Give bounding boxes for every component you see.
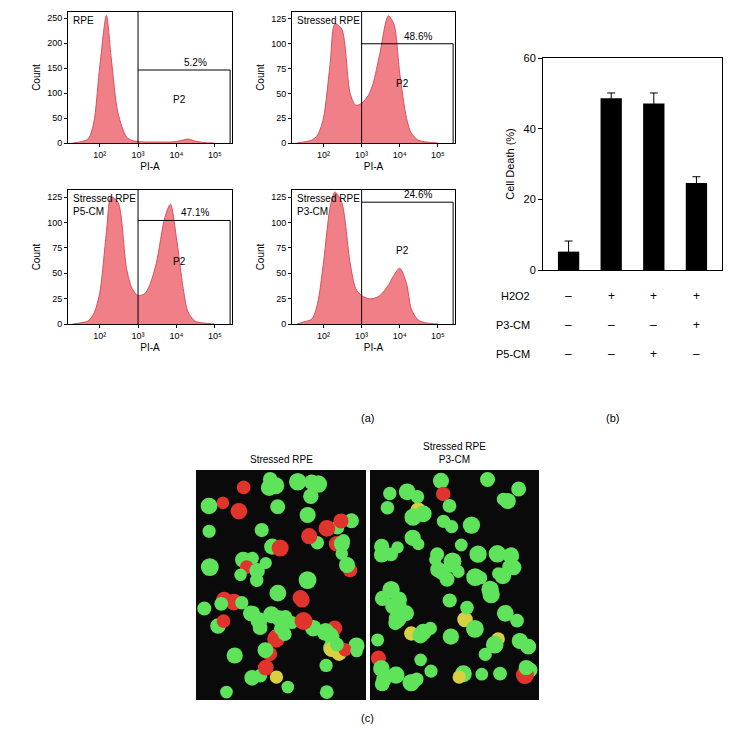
svg-text:–: – <box>650 318 657 332</box>
svg-text:10²: 10² <box>317 150 330 160</box>
svg-text:0: 0 <box>57 138 62 148</box>
svg-text:10²: 10² <box>317 331 330 341</box>
svg-text:25: 25 <box>276 294 286 304</box>
svg-text:Count: Count <box>255 243 266 270</box>
svg-text:0: 0 <box>281 319 286 329</box>
svg-text:P3-CM: P3-CM <box>496 319 530 331</box>
svg-text:H2O2: H2O2 <box>501 290 530 302</box>
svg-text:(b): (b) <box>606 412 619 424</box>
svg-text:(c): (c) <box>361 712 374 724</box>
svg-text:0: 0 <box>57 319 62 329</box>
svg-text:–: – <box>608 318 615 332</box>
svg-text:PI-A: PI-A <box>140 161 160 172</box>
svg-text:100: 100 <box>271 39 286 49</box>
svg-text:+: + <box>693 289 700 303</box>
svg-text:47.1%: 47.1% <box>181 207 209 218</box>
svg-text:0: 0 <box>281 138 286 148</box>
svg-text:+: + <box>693 318 700 332</box>
svg-text:Stressed RPEP3-CM: Stressed RPEP3-CM <box>423 441 486 465</box>
svg-text:P2: P2 <box>173 256 186 267</box>
svg-text:25: 25 <box>276 113 286 123</box>
svg-text:10⁵: 10⁵ <box>431 331 445 341</box>
svg-text:60: 60 <box>524 52 536 64</box>
svg-text:50: 50 <box>276 89 286 99</box>
svg-text:Stressed RPEP5-CM: Stressed RPEP5-CM <box>73 193 136 217</box>
svg-text:10³: 10³ <box>132 331 145 341</box>
svg-text:Stressed RPE: Stressed RPE <box>297 15 360 26</box>
svg-text:50: 50 <box>52 113 62 123</box>
svg-text:10²: 10² <box>93 331 106 341</box>
svg-text:PI-A: PI-A <box>140 342 160 353</box>
svg-text:50: 50 <box>276 268 286 278</box>
svg-text:250: 250 <box>47 13 62 23</box>
svg-text:–: – <box>693 347 700 361</box>
svg-text:200: 200 <box>47 38 62 48</box>
svg-text:0: 0 <box>530 264 536 276</box>
svg-text:10⁵: 10⁵ <box>208 150 222 160</box>
svg-text:Cell Death (%): Cell Death (%) <box>504 128 516 200</box>
svg-text:125: 125 <box>271 14 286 24</box>
svg-text:125: 125 <box>47 192 62 202</box>
svg-text:75: 75 <box>52 243 62 253</box>
svg-text:10³: 10³ <box>355 331 368 341</box>
svg-text:10⁵: 10⁵ <box>431 150 445 160</box>
svg-text:10²: 10² <box>93 150 106 160</box>
svg-text:75: 75 <box>276 243 286 253</box>
svg-text:24.6%: 24.6% <box>404 189 432 200</box>
svg-text:40: 40 <box>524 123 536 135</box>
svg-text:–: – <box>565 318 572 332</box>
svg-text:RPE: RPE <box>73 15 94 26</box>
svg-text:PI-A: PI-A <box>364 342 384 353</box>
svg-text:75: 75 <box>276 64 286 74</box>
svg-text:100: 100 <box>271 218 286 228</box>
svg-text:10⁴: 10⁴ <box>169 331 183 341</box>
svg-text:P2: P2 <box>396 78 409 89</box>
svg-text:–: – <box>608 347 615 361</box>
svg-text:10⁴: 10⁴ <box>393 150 407 160</box>
svg-text:100: 100 <box>47 88 62 98</box>
svg-text:+: + <box>608 289 615 303</box>
svg-text:48.6%: 48.6% <box>404 31 432 42</box>
svg-text:Stressed RPE: Stressed RPE <box>250 454 313 465</box>
svg-text:10⁴: 10⁴ <box>169 150 183 160</box>
svg-text:5.2%: 5.2% <box>184 57 207 68</box>
svg-text:+: + <box>650 289 657 303</box>
svg-text:20: 20 <box>524 193 536 205</box>
svg-text:10⁴: 10⁴ <box>393 331 407 341</box>
svg-text:50: 50 <box>52 268 62 278</box>
svg-text:P5-CM: P5-CM <box>496 348 530 360</box>
svg-text:PI-A: PI-A <box>364 161 384 172</box>
svg-text:25: 25 <box>52 294 62 304</box>
svg-text:–: – <box>565 347 572 361</box>
svg-text:150: 150 <box>47 63 62 73</box>
svg-text:Stressed RPEP3-CM: Stressed RPEP3-CM <box>297 193 360 217</box>
svg-text:10⁵: 10⁵ <box>208 331 222 341</box>
svg-text:125: 125 <box>271 192 286 202</box>
svg-text:Count: Count <box>31 64 42 91</box>
svg-text:(a): (a) <box>361 412 374 424</box>
svg-text:P2: P2 <box>173 94 186 105</box>
svg-text:10³: 10³ <box>355 150 368 160</box>
svg-text:P2: P2 <box>396 245 409 256</box>
svg-text:+: + <box>650 347 657 361</box>
svg-text:Count: Count <box>255 64 266 91</box>
svg-text:–: – <box>565 289 572 303</box>
svg-text:10³: 10³ <box>132 150 145 160</box>
svg-text:Count: Count <box>31 243 42 270</box>
svg-text:100: 100 <box>47 218 62 228</box>
